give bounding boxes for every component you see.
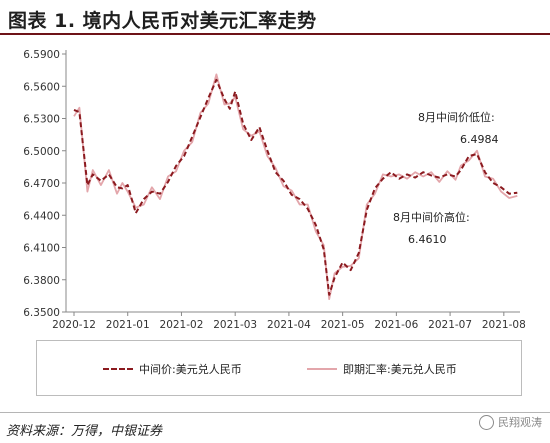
x-tick-label: 2021-02: [160, 319, 204, 331]
series-line-spot: [73, 73, 518, 301]
x-tick-label: 2021-03: [213, 319, 257, 331]
y-tick-label: 6.3500: [23, 307, 60, 319]
legend-item-series2: 即期汇率:美元兑人民币: [307, 361, 457, 377]
chart-annotations: 8月中间价低位: 6.4984 8月中间价高位: 6.4610: [393, 110, 499, 246]
y-tick-label: 6.5600: [23, 81, 60, 93]
x-tick-label: 2021-01: [106, 319, 150, 331]
annotation-low-value: 6.4984: [460, 133, 499, 146]
y-tick-label: 6.4700: [23, 178, 60, 190]
y-tick-label: 6.5300: [23, 114, 60, 126]
chart-legend: 中间价:美元兑人民币 即期汇率:美元兑人民币: [36, 340, 522, 396]
source-note: 资料来源：万得，中银证券: [6, 424, 163, 439]
y-tick-label: 6.5900: [23, 49, 60, 61]
chart-series: [73, 73, 518, 301]
chart-axes: 6.5900 6.5600 6.5300 6.5000 6.4700 6.4400 6.41…: [23, 49, 526, 331]
x-tick-label: 2021-07: [428, 319, 472, 331]
annotation-low-label: 8月中间价低位:: [418, 110, 495, 124]
legend-swatch-dashed: [103, 368, 133, 370]
x-tick-label: 2020-12: [52, 319, 96, 331]
annotation-high-value: 6.4610: [408, 233, 447, 246]
y-tick-label: 6.5000: [23, 146, 60, 158]
series-line-midrate: [73, 78, 518, 296]
y-tick-label: 6.3800: [23, 275, 60, 287]
watermark-text: 民翔观涛: [498, 416, 542, 429]
legend-swatch-solid: [307, 368, 337, 370]
legend-item-series1: 中间价:美元兑人民币: [103, 361, 242, 377]
line-chart: 6.5900 6.5600 6.5300 6.5000 6.4700 6.4400 6.41…: [23, 49, 526, 331]
x-tick-label: 2021-06: [374, 319, 418, 331]
annotation-high-label: 8月中间价高位:: [393, 210, 470, 224]
watermark: 民翔观涛: [479, 414, 542, 430]
legend-label-series1: 中间价:美元兑人民币: [139, 363, 242, 376]
x-tick-label: 2021-05: [321, 319, 365, 331]
title-rule: [0, 33, 550, 35]
footer-rule: [0, 412, 550, 413]
wechat-icon: [479, 414, 494, 430]
x-tick-label: 2021-08: [482, 319, 526, 331]
page-title: 图表 1. 境内人民币对美元汇率走势: [8, 10, 317, 32]
legend-label-series2: 即期汇率:美元兑人民币: [343, 363, 457, 376]
x-tick-label: 2021-04: [267, 319, 311, 331]
y-tick-label: 6.4100: [23, 243, 60, 255]
y-tick-label: 6.4400: [23, 210, 60, 222]
